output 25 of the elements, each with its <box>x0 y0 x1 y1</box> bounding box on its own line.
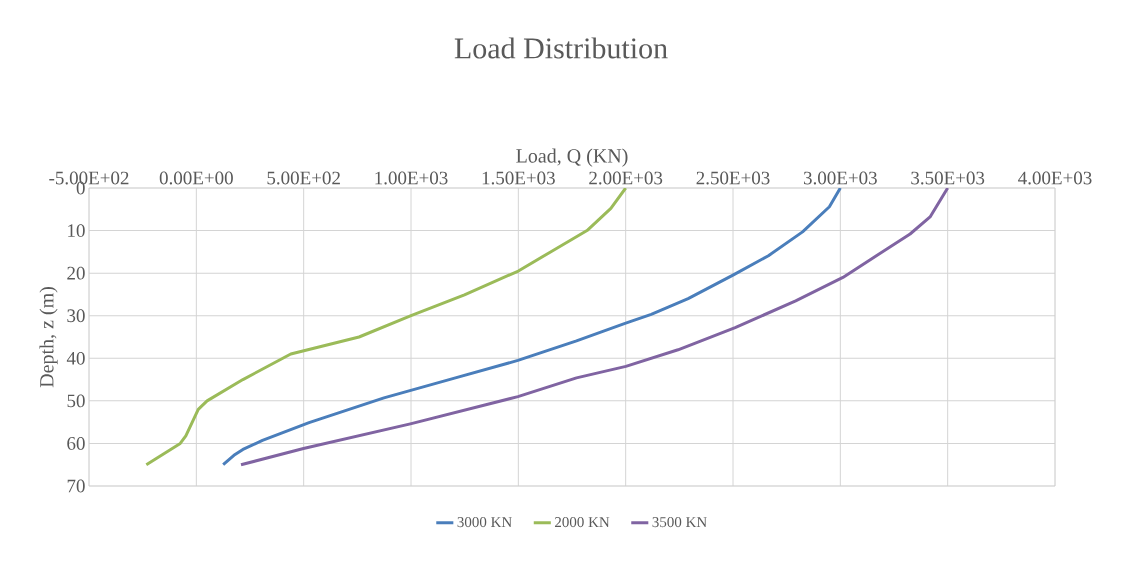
x-tick-label: 1.50E+03 <box>482 171 555 185</box>
x-axis-title: Load, Q (KN) <box>516 148 628 167</box>
x-tick-label: 2.50E+03 <box>696 171 770 185</box>
y-tick-label: 20 <box>67 266 85 280</box>
x-tick-label: 5.00E+02 <box>267 171 340 185</box>
y-tick-label: 30 <box>67 309 85 323</box>
x-tick-label: 3.50E+03 <box>911 171 985 185</box>
legend-label: 3500 KN <box>652 517 707 528</box>
y-tick-label: 70 <box>67 479 85 493</box>
x-tick-label: 0.00E+00 <box>159 171 233 185</box>
x-tick-label: 2.00E+03 <box>589 171 663 185</box>
x-tick-label: 4.00E+03 <box>1018 171 1092 185</box>
line-series <box>221 188 842 467</box>
x-tick-label: 3.00E+03 <box>803 171 877 185</box>
y-tick-label: 60 <box>67 437 85 450</box>
line-series <box>144 188 628 467</box>
y-axis-title: Depth, z (m) <box>39 287 58 388</box>
y-tick-label: 10 <box>68 224 85 237</box>
x-tick-label: 1.00E+03 <box>375 171 448 185</box>
y-tick-label: 50 <box>67 394 85 408</box>
legend-label: 3000 KN <box>457 517 512 528</box>
line-series <box>239 188 950 467</box>
chart-title: Load Distribution <box>454 37 668 59</box>
y-tick-label: 40 <box>66 351 85 365</box>
legend-label: 2000 KN <box>554 517 610 528</box>
